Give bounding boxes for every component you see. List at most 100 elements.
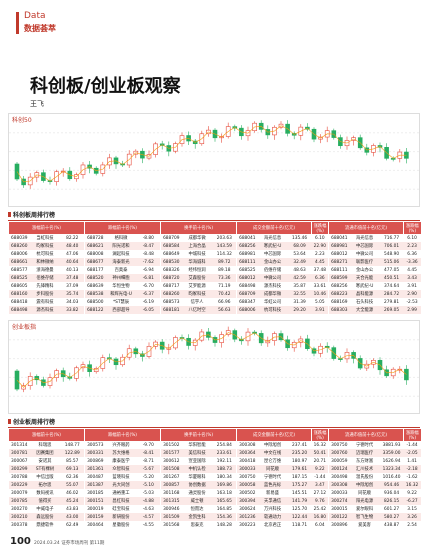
table-cell: 301508 [160, 465, 182, 473]
chart-image: 科创50 [8, 113, 420, 207]
table-cell: 2.90 [403, 290, 421, 298]
table-cell: 688418 [8, 298, 30, 306]
candle-body [14, 370, 20, 390]
table-row: 688160 步科股份 35.74 688538 和辉光电-U -6.37 688260 昀冢… [8, 290, 421, 298]
table-row: 688039 当虹科技 82.22 688728 格科微 -8.80 688709 成都华微 2… [8, 234, 421, 242]
table-cell: 71.19 [218, 283, 231, 289]
table-cell: 688260 [8, 242, 30, 250]
table-cell: 233.61 [212, 449, 237, 457]
table-cell: 经纬恒润 [188, 268, 206, 273]
table-cell: 兴齐眼药 [112, 443, 130, 448]
table-cell: 科瑞思 [38, 443, 52, 448]
table-cell: 温氏股份 [355, 475, 374, 480]
table-cell: 450.51 [379, 274, 404, 282]
column-header: 流通市值前十名(亿元) [328, 222, 404, 234]
table-cell: 32.55 [287, 290, 312, 298]
table-cell: 16.80 [311, 513, 329, 521]
table-cell: 50.41 [311, 449, 329, 457]
table-cell: 6.10 [407, 235, 417, 241]
table-cell: 55.07 [60, 481, 85, 489]
table-cell: 寒武纪-U [257, 242, 288, 250]
table-cell: 中文在线 [257, 449, 288, 457]
column-header: 换手前十名(%) [160, 222, 237, 234]
table-cell: 中信出版 [36, 475, 54, 480]
table-cell: 300498 [328, 473, 350, 481]
table-cell: 688981 [328, 242, 350, 250]
table-cell: 25.42 [313, 506, 326, 512]
table-cell: 3.91 [311, 306, 329, 314]
table-cell: 688111 [328, 266, 350, 274]
table-row: 300378 鼎捷软件 62.49 300464 星徽股份 -4.55 301568 思泰克 1… [8, 521, 421, 529]
table-cell: 森远股份 [29, 513, 61, 521]
table-cell: 拓尔思 [29, 481, 61, 489]
table-cell: 826.15 [379, 497, 404, 505]
table-cell: 6.04 [315, 522, 325, 528]
table-cell: -3.36 [403, 258, 421, 266]
table-cell: 华恒生物 [112, 284, 130, 289]
table-cell: -8.80 [142, 235, 154, 241]
table-cell: 688169 [328, 298, 350, 306]
table-cell: 300079 [8, 489, 30, 497]
table-cell: -8.48 [142, 251, 154, 257]
table-cell: -5.10 [136, 481, 161, 489]
table-cell: 浙海德曼 [36, 268, 54, 273]
table-row: 688605 先锋精科 37.09 688639 华恒生物 -6.70 688717 艾罗能源… [8, 282, 421, 290]
table-cell: 688177 [84, 266, 106, 274]
table-cell: 169.86 [212, 481, 237, 489]
table-cell: -4.88 [136, 497, 161, 505]
table-cell: 301568 [160, 521, 182, 529]
section-en: Data [24, 11, 46, 21]
table-cell: 天孚通信 [257, 497, 288, 505]
table-cell: -8.71 [142, 458, 154, 464]
table-cell: 37.09 [66, 283, 79, 289]
table-cell: 688303 [328, 306, 350, 314]
table-cell: -1.44 [314, 474, 326, 480]
chart-label: 科创50 [12, 116, 32, 124]
table-cell: 思泰克 [190, 523, 204, 528]
table-cell: 300229 [8, 481, 30, 489]
table-cell: 300058 [236, 481, 258, 489]
table-cell: 301387 [84, 481, 106, 489]
table-cell: 688256 [236, 242, 258, 250]
table-cell: 中威电子 [36, 507, 54, 512]
table-cell: 5.05 [315, 299, 325, 305]
table-cell: 康泰医学 [112, 459, 130, 464]
table-cell: 548.90 [384, 251, 400, 257]
column-header: 涨幅前十名(%) [7, 222, 85, 234]
table-cell: 新研股份 [105, 513, 137, 521]
table-cell: 62.36 [66, 474, 79, 480]
table-cell: 89.72 [212, 258, 237, 266]
table-cell: 6.36 [407, 251, 417, 257]
section-cn: 数据荟萃 [24, 24, 56, 33]
table-cell: 步科股份 [29, 290, 61, 298]
table-cell: 3881.93 [382, 442, 401, 448]
table-cell: 175.27 [287, 481, 312, 489]
table-cell: 星徽股份 [112, 523, 130, 528]
table-cell: 43.00 [60, 513, 85, 521]
title: 科创板/创业板观察 [30, 76, 181, 97]
table-cell: 同花顺 [358, 491, 371, 496]
footer-text: 2024.03.24 证券市场周刊 第11期 [34, 541, 105, 546]
table-cell: 47.06 [66, 251, 79, 257]
table-cell: *ST慧辰 [112, 300, 130, 305]
table-cell: 300331 [84, 449, 106, 457]
table-cell: 西部超导 [105, 306, 137, 314]
table-cell: 300760 [328, 449, 350, 457]
moving-average [16, 332, 407, 388]
table-cell: 昀冢科技 [181, 290, 213, 298]
table-cell: 300033 [328, 489, 350, 497]
table-cell: -5.67 [136, 465, 161, 473]
table-cell: 203.63 [216, 235, 232, 241]
table-cell: 艾森股份 [181, 274, 213, 282]
table-cell: 688498 [8, 306, 30, 314]
table-cell: 688347 [236, 298, 258, 306]
table-cell: 237.41 [292, 442, 308, 448]
table-cell: 45.24 [60, 497, 85, 505]
table-cell: 光大同创 [105, 481, 137, 489]
table-cell: 安诺其 [38, 459, 52, 464]
table-row: 300067 安诺其 85.57 300869 康泰医学 -8.71 300612 宣亚国际 1… [8, 457, 421, 465]
table-cell: 恒而达 [190, 507, 204, 512]
table-cell: 中机认检 [181, 465, 213, 473]
table-cell: 46.02 [66, 490, 79, 496]
table-cell: 40.64 [60, 258, 85, 266]
